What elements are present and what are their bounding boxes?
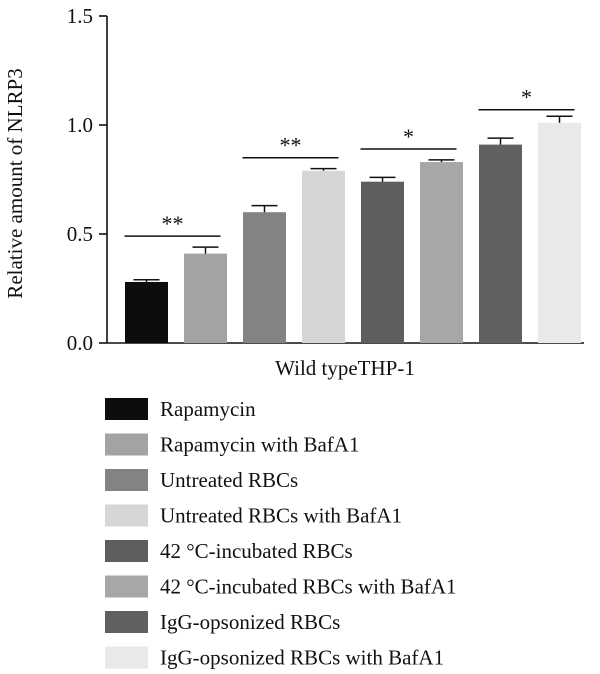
significance-label: * <box>521 85 532 110</box>
legend-label: Untreated RBCs with BafA1 <box>160 504 402 528</box>
y-axis-label: Relative amount of NLRP3 <box>3 68 27 298</box>
significance-label: ** <box>280 133 302 158</box>
y-tick-label: 0.5 <box>67 222 93 246</box>
significance-label: ** <box>162 211 184 236</box>
plot-area: 0.0 0.5 1.0 1.5 Relative amount of NLRP3 Wild… <box>3 4 584 380</box>
y-tick-label: 1.0 <box>67 113 93 137</box>
bar <box>125 281 168 343</box>
legend-label: Rapamycin with BafA1 <box>160 433 359 457</box>
significance-label: * <box>403 124 414 149</box>
bar <box>184 253 227 343</box>
bar <box>302 170 345 343</box>
x-axis-label: Wild typeTHP-1 <box>275 356 415 380</box>
legend-label: 42 °C-incubated RBCs <box>160 539 353 563</box>
legend-swatch <box>105 646 148 669</box>
bar <box>538 122 581 343</box>
legend-swatch <box>105 611 148 633</box>
y-tick-label: 1.5 <box>67 4 93 28</box>
legend-label: Untreated RBCs <box>160 468 298 492</box>
legend-swatch <box>105 540 148 562</box>
bar <box>420 162 463 343</box>
y-tick-label: 0.0 <box>67 331 93 355</box>
legend-swatch <box>105 504 148 527</box>
legend-swatch <box>105 433 148 456</box>
legend-swatch <box>105 575 148 598</box>
legend-swatch <box>105 398 148 420</box>
legend-label: IgG-opsonized RBCs with BafA1 <box>160 646 444 670</box>
legend-swatch <box>105 469 148 491</box>
bar <box>479 144 522 343</box>
legend-label: IgG-opsonized RBCs <box>160 610 340 634</box>
bar <box>361 181 404 343</box>
legend-label: 42 °C-incubated RBCs with BafA1 <box>160 575 457 599</box>
bar <box>243 212 286 343</box>
legend: Rapamycin Rapamycin with BafA1 Untreated R… <box>105 397 457 670</box>
legend-label: Rapamycin <box>160 397 256 421</box>
